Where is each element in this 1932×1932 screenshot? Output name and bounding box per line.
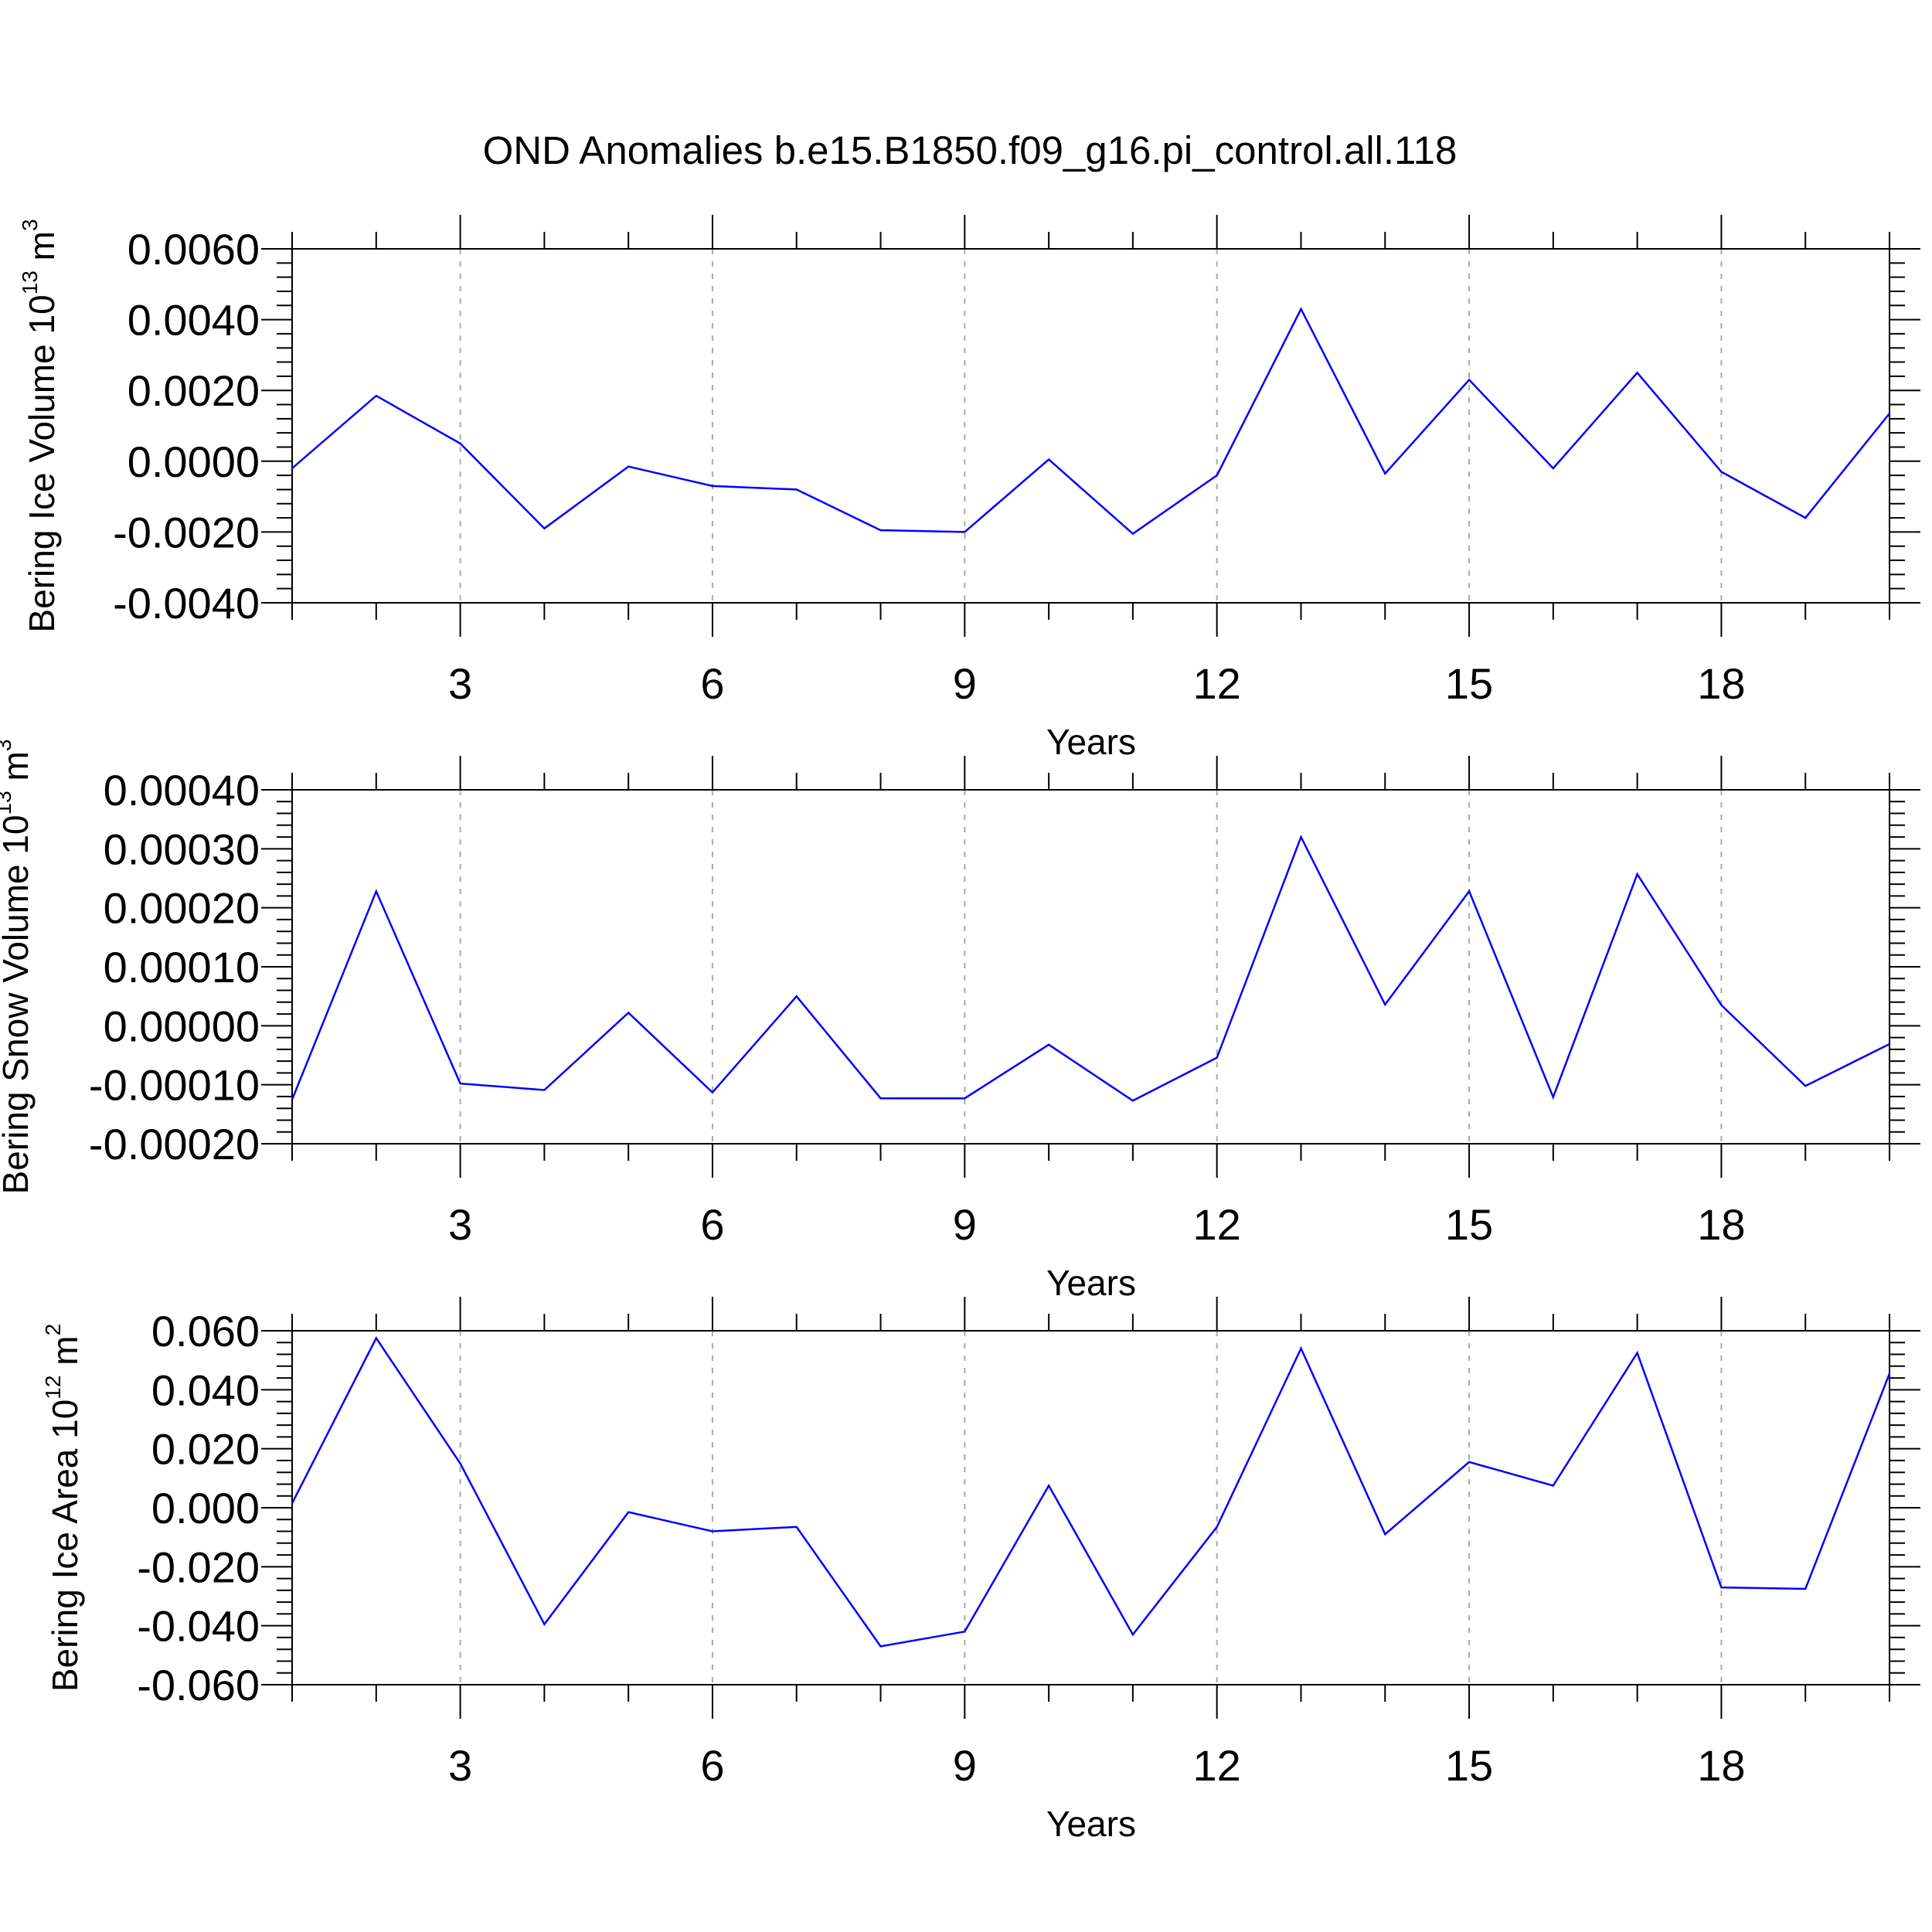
x-tick-label: 9 — [953, 1741, 977, 1790]
y-tick-label: 0.00010 — [104, 943, 260, 992]
series-line — [291, 835, 1890, 1102]
x-axis-label: Years — [1046, 1263, 1136, 1303]
y-axis-label: Bering Ice Area 1012 m2 — [41, 1324, 85, 1692]
y-tick-label: 0.00040 — [104, 766, 260, 815]
x-tick-label: 3 — [448, 659, 472, 708]
y-tick-label: 0.00020 — [104, 884, 260, 933]
y-tick-label: 0.00030 — [104, 825, 260, 873]
y-axis-label-part: m — [0, 751, 36, 791]
x-axis-label: Years — [1046, 722, 1136, 762]
x-tick-label: 3 — [448, 1741, 472, 1790]
y-axis-label-superscript: 13 — [18, 270, 42, 294]
y-tick-label: -0.00010 — [89, 1061, 260, 1110]
y-tick-label: 0.00000 — [104, 1002, 260, 1050]
y-tick-label: 0.0040 — [128, 296, 260, 345]
y-axis-label-part: Bering Ice Volume 10 — [22, 294, 62, 632]
x-tick-label: 6 — [700, 1741, 724, 1790]
y-axis-label-superscript: 12 — [41, 1376, 65, 1400]
panel-ice-volume: 3 6 9 12 15 18 Years -0.0040 -0.0020 0.0000 0.0020… — [18, 215, 1920, 762]
y-axis-label: Bering Ice Volume 1013 m3 — [18, 219, 62, 632]
y-axis-label-part: m — [45, 1335, 85, 1375]
plot-frame — [291, 1330, 1890, 1685]
y-tick-label: -0.00020 — [89, 1120, 260, 1168]
plot-frame — [291, 248, 1890, 604]
y-tick-label: 0.060 — [151, 1307, 260, 1355]
y-tick-label: 0.0000 — [128, 437, 260, 486]
y-axis-label-superscript: 13 — [0, 791, 15, 815]
x-tick-label: 9 — [953, 1200, 977, 1249]
y-tick-label: -0.040 — [137, 1602, 260, 1651]
y-axis-label-superscript: 3 — [0, 740, 15, 752]
y-tick-label: -0.0040 — [113, 579, 260, 628]
x-tick-label: 6 — [700, 659, 724, 708]
y-axis-label: Bering Snow Volume 1013 m3 — [0, 740, 36, 1195]
y-tick-label: 0.040 — [151, 1366, 260, 1414]
y-tick-label: -0.060 — [137, 1661, 260, 1709]
plot-frame — [291, 789, 1890, 1145]
x-tick-label: 12 — [1193, 1200, 1241, 1249]
y-axis-label-part: Bering Ice Area 10 — [45, 1400, 85, 1692]
y-tick-label: 0.020 — [151, 1425, 260, 1474]
x-axis-label: Years — [1046, 1804, 1136, 1844]
y-tick-label: -0.0020 — [113, 508, 260, 556]
x-tick-label: 18 — [1697, 1741, 1745, 1790]
x-tick-label: 15 — [1445, 1200, 1493, 1249]
x-tick-label: 15 — [1445, 659, 1493, 708]
y-axis-label-superscript: 3 — [18, 219, 42, 231]
panel-snow-volume: 3 6 9 12 15 18 Years -0.00020 -0.00010 0.00000 0.0… — [0, 740, 1920, 1303]
y-tick-label: 0.000 — [151, 1484, 260, 1532]
series-line — [291, 307, 1890, 536]
y-axis-label-part: Bering Snow Volume 10 — [0, 815, 36, 1194]
panel-ice-area: 3 6 9 12 15 18 Years -0.060 -0.040 -0.020 0.000 0.0… — [41, 1297, 1920, 1844]
x-tick-label: 3 — [448, 1200, 472, 1249]
x-tick-label: 18 — [1697, 659, 1745, 708]
y-tick-label: -0.020 — [137, 1543, 260, 1591]
x-tick-label: 6 — [700, 1200, 724, 1249]
y-axis-label-part: m — [22, 231, 62, 270]
x-tick-label: 9 — [953, 659, 977, 708]
y-axis-label-superscript: 2 — [41, 1324, 65, 1336]
x-tick-label: 15 — [1445, 1741, 1493, 1790]
x-tick-label: 18 — [1697, 1200, 1745, 1249]
chart-title: OND Anomalies b.e15.B1850.f09_g16.pi_con… — [483, 128, 1458, 172]
x-tick-label: 12 — [1193, 659, 1241, 708]
y-tick-label: 0.0020 — [128, 366, 260, 415]
x-tick-label: 12 — [1193, 1741, 1241, 1790]
y-tick-label: 0.0060 — [128, 225, 260, 274]
series-line — [291, 1336, 1891, 1648]
